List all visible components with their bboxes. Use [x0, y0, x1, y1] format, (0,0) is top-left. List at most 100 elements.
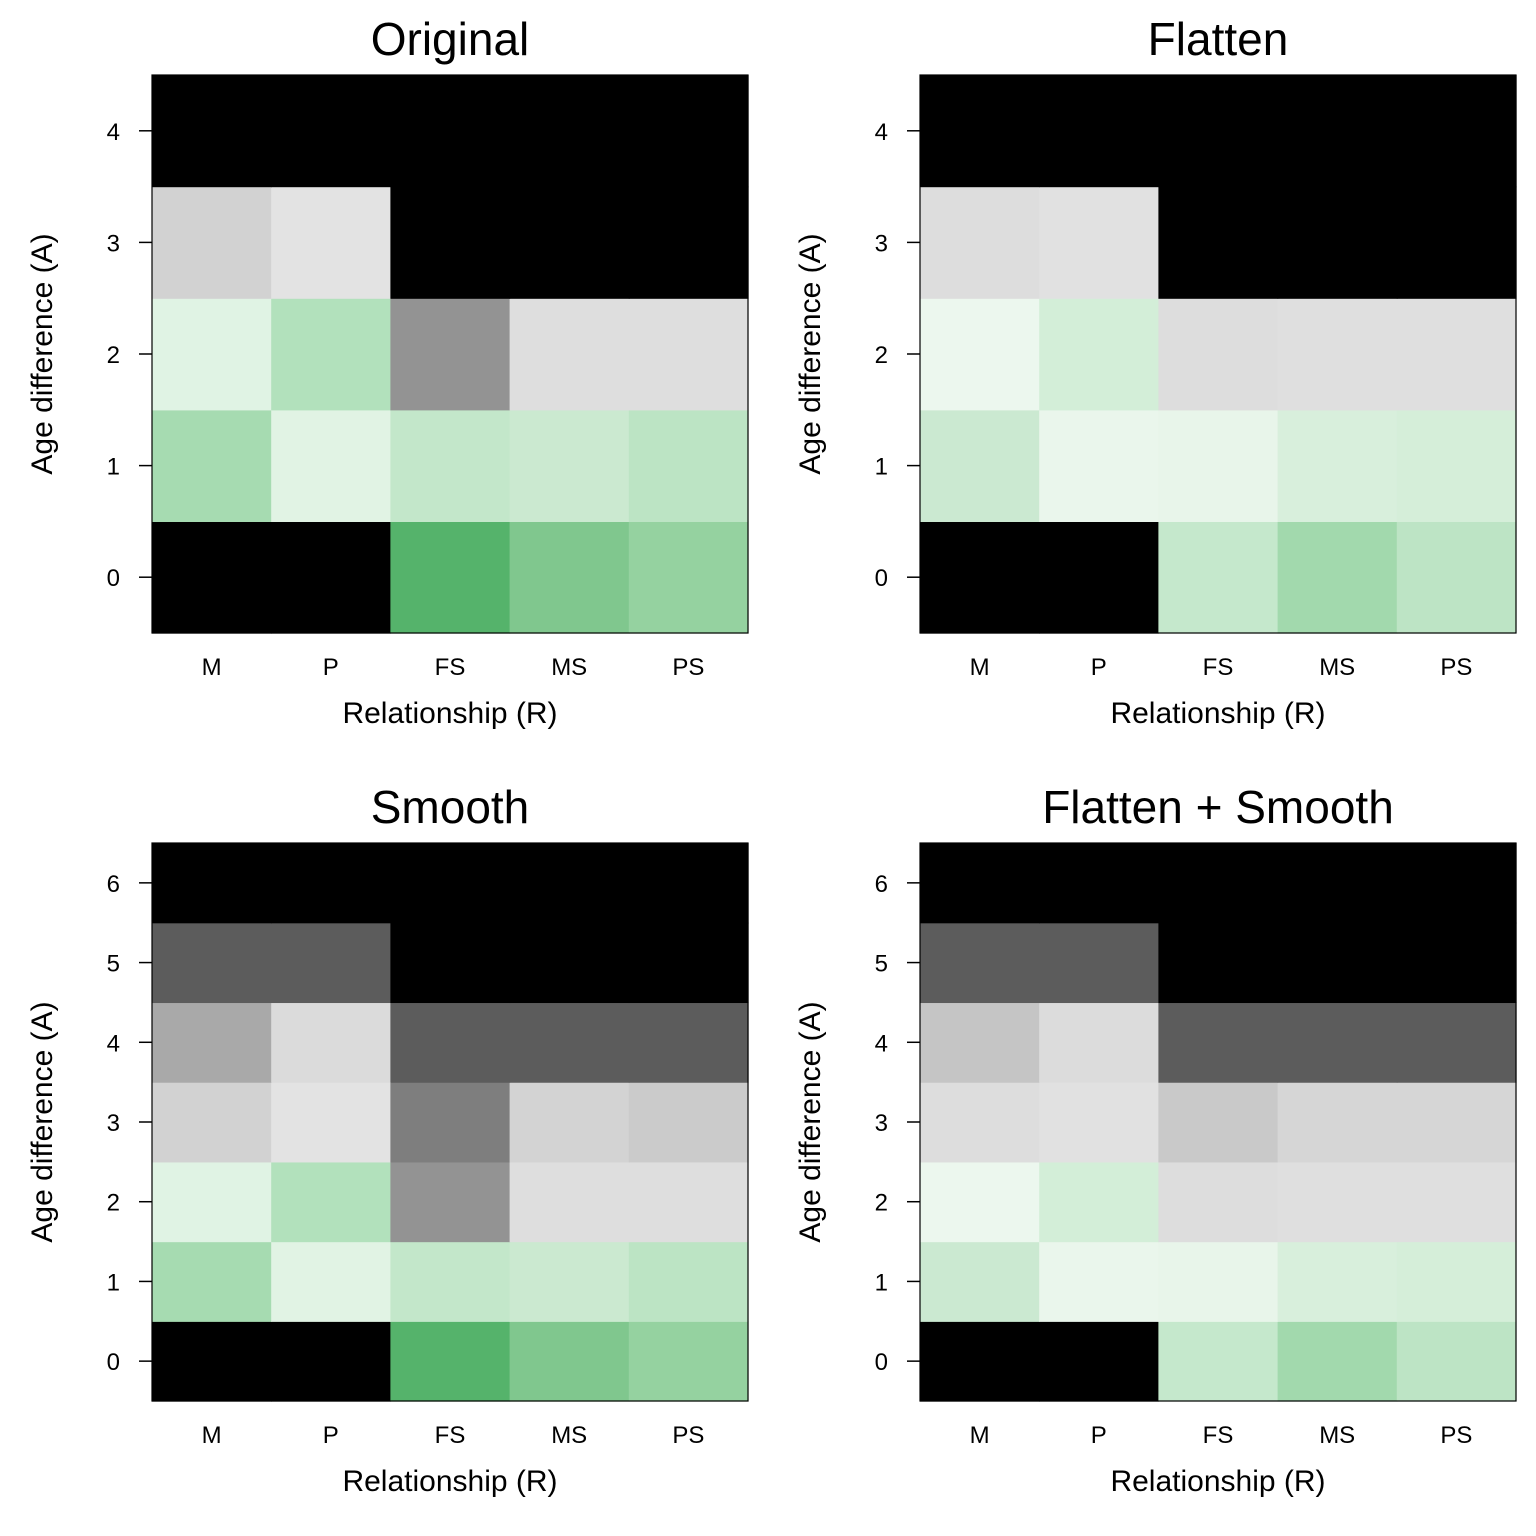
heatmap-cell	[920, 521, 1040, 634]
y-tick-label: 4	[875, 119, 888, 146]
x-axis-title: Relationship (R)	[1110, 697, 1325, 730]
heatmap-cell	[628, 1082, 749, 1163]
heatmap-cell	[920, 1321, 1040, 1402]
heatmap-cell	[271, 75, 391, 188]
y-tick-label: 3	[107, 230, 120, 257]
y-axis-title: Age difference (A)	[794, 233, 827, 474]
heatmap-cell	[1158, 521, 1279, 634]
heatmap-cell	[628, 843, 749, 924]
heatmap-cell	[628, 1321, 749, 1402]
heatmap-cell	[628, 298, 749, 411]
heatmap-cell	[271, 1082, 391, 1163]
x-tick-label: M	[970, 1422, 990, 1449]
heatmap-cell	[509, 298, 630, 411]
heatmap-cell	[1277, 1241, 1398, 1322]
heatmap-cell	[1396, 1241, 1517, 1322]
heatmap-cell	[1277, 521, 1398, 634]
heatmap-cell	[390, 186, 511, 299]
heatmap-cell	[152, 186, 272, 299]
y-tick-label: 1	[107, 1269, 120, 1296]
y-tick-label: 0	[107, 1349, 120, 1376]
heatmap-cell	[390, 298, 511, 411]
heatmap-cell	[271, 843, 391, 924]
heatmap-cell	[628, 75, 749, 188]
heatmap-cell	[1158, 186, 1279, 299]
x-axis-title: Relationship (R)	[342, 1465, 557, 1498]
y-tick-label: 1	[107, 454, 120, 481]
heatmap-cell	[1039, 1241, 1159, 1322]
x-tick-label: PS	[1440, 1422, 1472, 1449]
heatmap-cell	[920, 1241, 1040, 1322]
heatmap-panel: Smooth 0 1 2 3 4 5 6 M P FS MS PS Relationship (R) Age…	[26, 781, 749, 1498]
x-tick-label: PS	[672, 1422, 704, 1449]
heatmap-cell	[628, 922, 749, 1004]
heatmap-cell	[1277, 186, 1398, 299]
x-tick-label: PS	[1440, 654, 1472, 681]
heatmap-cell	[271, 1002, 391, 1083]
x-tick-label: P	[1091, 1422, 1107, 1449]
y-tick-label: 3	[875, 1110, 888, 1137]
heatmap-cell	[920, 1161, 1040, 1243]
panel-title: Smooth	[371, 781, 530, 833]
heatmap-cell	[1396, 922, 1517, 1004]
y-tick-label: 4	[107, 1030, 120, 1057]
heatmap-cell	[920, 1002, 1040, 1083]
heatmap-cell	[271, 1241, 391, 1322]
heatmap-cell	[390, 1241, 511, 1322]
y-axis-title: Age difference (A)	[794, 1001, 827, 1242]
x-axis-title: Relationship (R)	[342, 697, 557, 730]
heatmap-cell	[1396, 1002, 1517, 1083]
x-tick-label: FS	[435, 654, 466, 681]
heatmap-cell	[1277, 922, 1398, 1004]
x-tick-label: P	[323, 1422, 339, 1449]
heatmap-panel: Original 0 1 2 3 4 M P FS MS PS Relationship (R) Age…	[26, 13, 749, 730]
x-tick-label: FS	[1203, 1422, 1234, 1449]
y-tick-label: 6	[875, 871, 888, 898]
heatmap-cell	[1158, 1161, 1279, 1243]
heatmap-cell	[1039, 1161, 1159, 1243]
heatmap-cell	[1277, 843, 1398, 924]
heatmap-cell	[152, 922, 272, 1004]
x-tick-label: M	[970, 654, 990, 681]
y-tick-label: 1	[875, 1269, 888, 1296]
heatmap-cell	[1396, 843, 1517, 924]
heatmap-cell	[1277, 409, 1398, 522]
heatmap-cell	[1396, 1161, 1517, 1243]
y-tick-label: 0	[875, 1349, 888, 1376]
y-tick-label: 0	[875, 565, 888, 592]
heatmap-cell	[509, 75, 630, 188]
heatmap-cell	[920, 75, 1040, 188]
x-tick-label: MS	[551, 1422, 587, 1449]
heatmap-cell	[1396, 75, 1517, 188]
heatmap-cell	[1039, 186, 1159, 299]
heatmap-cell	[1158, 1321, 1279, 1402]
x-tick-label: PS	[672, 654, 704, 681]
heatmap-cell	[1396, 186, 1517, 299]
y-tick-label: 4	[107, 119, 120, 146]
heatmap-cell	[390, 1002, 511, 1083]
y-tick-label: 2	[875, 342, 888, 369]
heatmap-cell	[152, 1082, 272, 1163]
y-tick-label: 1	[875, 454, 888, 481]
panel-title: Flatten + Smooth	[1042, 781, 1394, 833]
heatmap-cell	[1277, 1082, 1398, 1163]
y-tick-label: 2	[107, 1190, 120, 1217]
heatmap-cell	[271, 186, 391, 299]
heatmap-panel: Flatten + Smooth 0 1 2 3 4 5 6 M P FS MS PS Relations…	[794, 781, 1517, 1498]
heatmap-cell	[1277, 1161, 1398, 1243]
heatmap-cell	[1039, 521, 1159, 634]
heatmap-cell	[509, 1002, 630, 1083]
heatmap-cell	[1039, 1002, 1159, 1083]
heatmap-cell	[1039, 1321, 1159, 1402]
heatmap-cell	[1039, 75, 1159, 188]
heatmap-cell	[1158, 1002, 1279, 1083]
y-tick-label: 2	[107, 342, 120, 369]
x-tick-label: M	[202, 654, 222, 681]
y-tick-label: 3	[875, 230, 888, 257]
heatmap-cell	[1039, 1082, 1159, 1163]
y-tick-label: 5	[875, 951, 888, 978]
heatmap-cell	[509, 1241, 630, 1322]
y-tick-label: 4	[875, 1030, 888, 1057]
heatmap-cell	[628, 1241, 749, 1322]
y-tick-label: 2	[875, 1190, 888, 1217]
